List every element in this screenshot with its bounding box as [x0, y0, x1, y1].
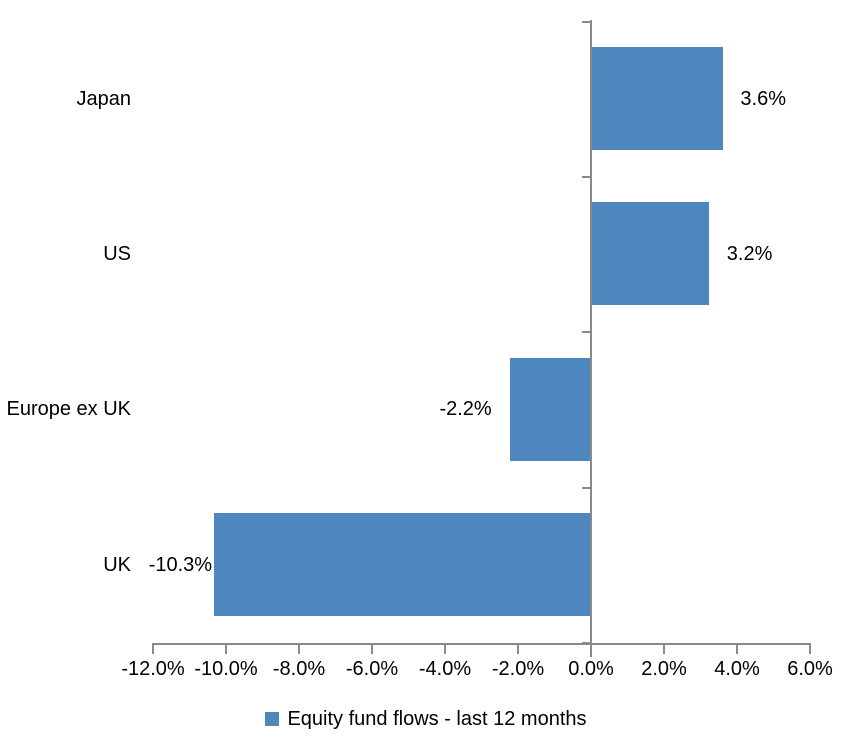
x-axis-tick: [517, 643, 519, 654]
bar: [592, 47, 724, 150]
x-axis-tick: [225, 643, 227, 654]
value-label: 3.6%: [740, 87, 786, 110]
x-axis-tick: [590, 643, 592, 654]
category-label: US: [103, 242, 131, 265]
x-tick-label: 6.0%: [787, 658, 833, 680]
x-tick-label: -4.0%: [418, 658, 472, 680]
legend-label: Equity fund flows - last 12 months: [287, 708, 587, 730]
value-label: 3.2%: [726, 242, 773, 265]
x-axis-tick: [809, 643, 811, 654]
x-tick-label: -8.0%: [272, 658, 326, 680]
category-label: Japan: [76, 87, 132, 110]
x-tick-label: -12.0%: [121, 658, 185, 680]
category-label: UK: [103, 553, 131, 576]
value-label: -10.3%: [148, 553, 213, 576]
bar: [592, 202, 709, 306]
x-axis-tick: [736, 643, 738, 654]
x-tick-label: -2.0%: [491, 658, 545, 680]
bar: [214, 513, 590, 617]
y-axis-line: [590, 20, 592, 657]
x-tick-label: -10.0%: [194, 658, 258, 680]
value-label: -2.2%: [439, 398, 492, 421]
x-axis-line: [152, 643, 811, 645]
x-axis-tick: [663, 643, 665, 654]
x-axis-tick: [444, 643, 446, 654]
x-tick-label: -6.0%: [345, 658, 399, 680]
x-tick-label: 0.0%: [568, 658, 614, 680]
x-tick-label: 4.0%: [714, 658, 760, 680]
y-axis-tick: [582, 175, 590, 178]
x-tick-label: 2.0%: [641, 658, 687, 680]
y-axis-tick: [582, 20, 590, 23]
y-axis-tick: [582, 331, 590, 334]
y-axis-tick: [582, 486, 590, 489]
x-axis-tick: [152, 643, 154, 654]
legend: Equity fund flows - last 12 months: [0, 704, 852, 734]
category-label: Europe ex UK: [6, 398, 131, 421]
legend-swatch: [265, 712, 280, 726]
x-axis-tick: [298, 643, 300, 654]
x-axis-tick: [371, 643, 373, 654]
bar: [509, 357, 590, 461]
